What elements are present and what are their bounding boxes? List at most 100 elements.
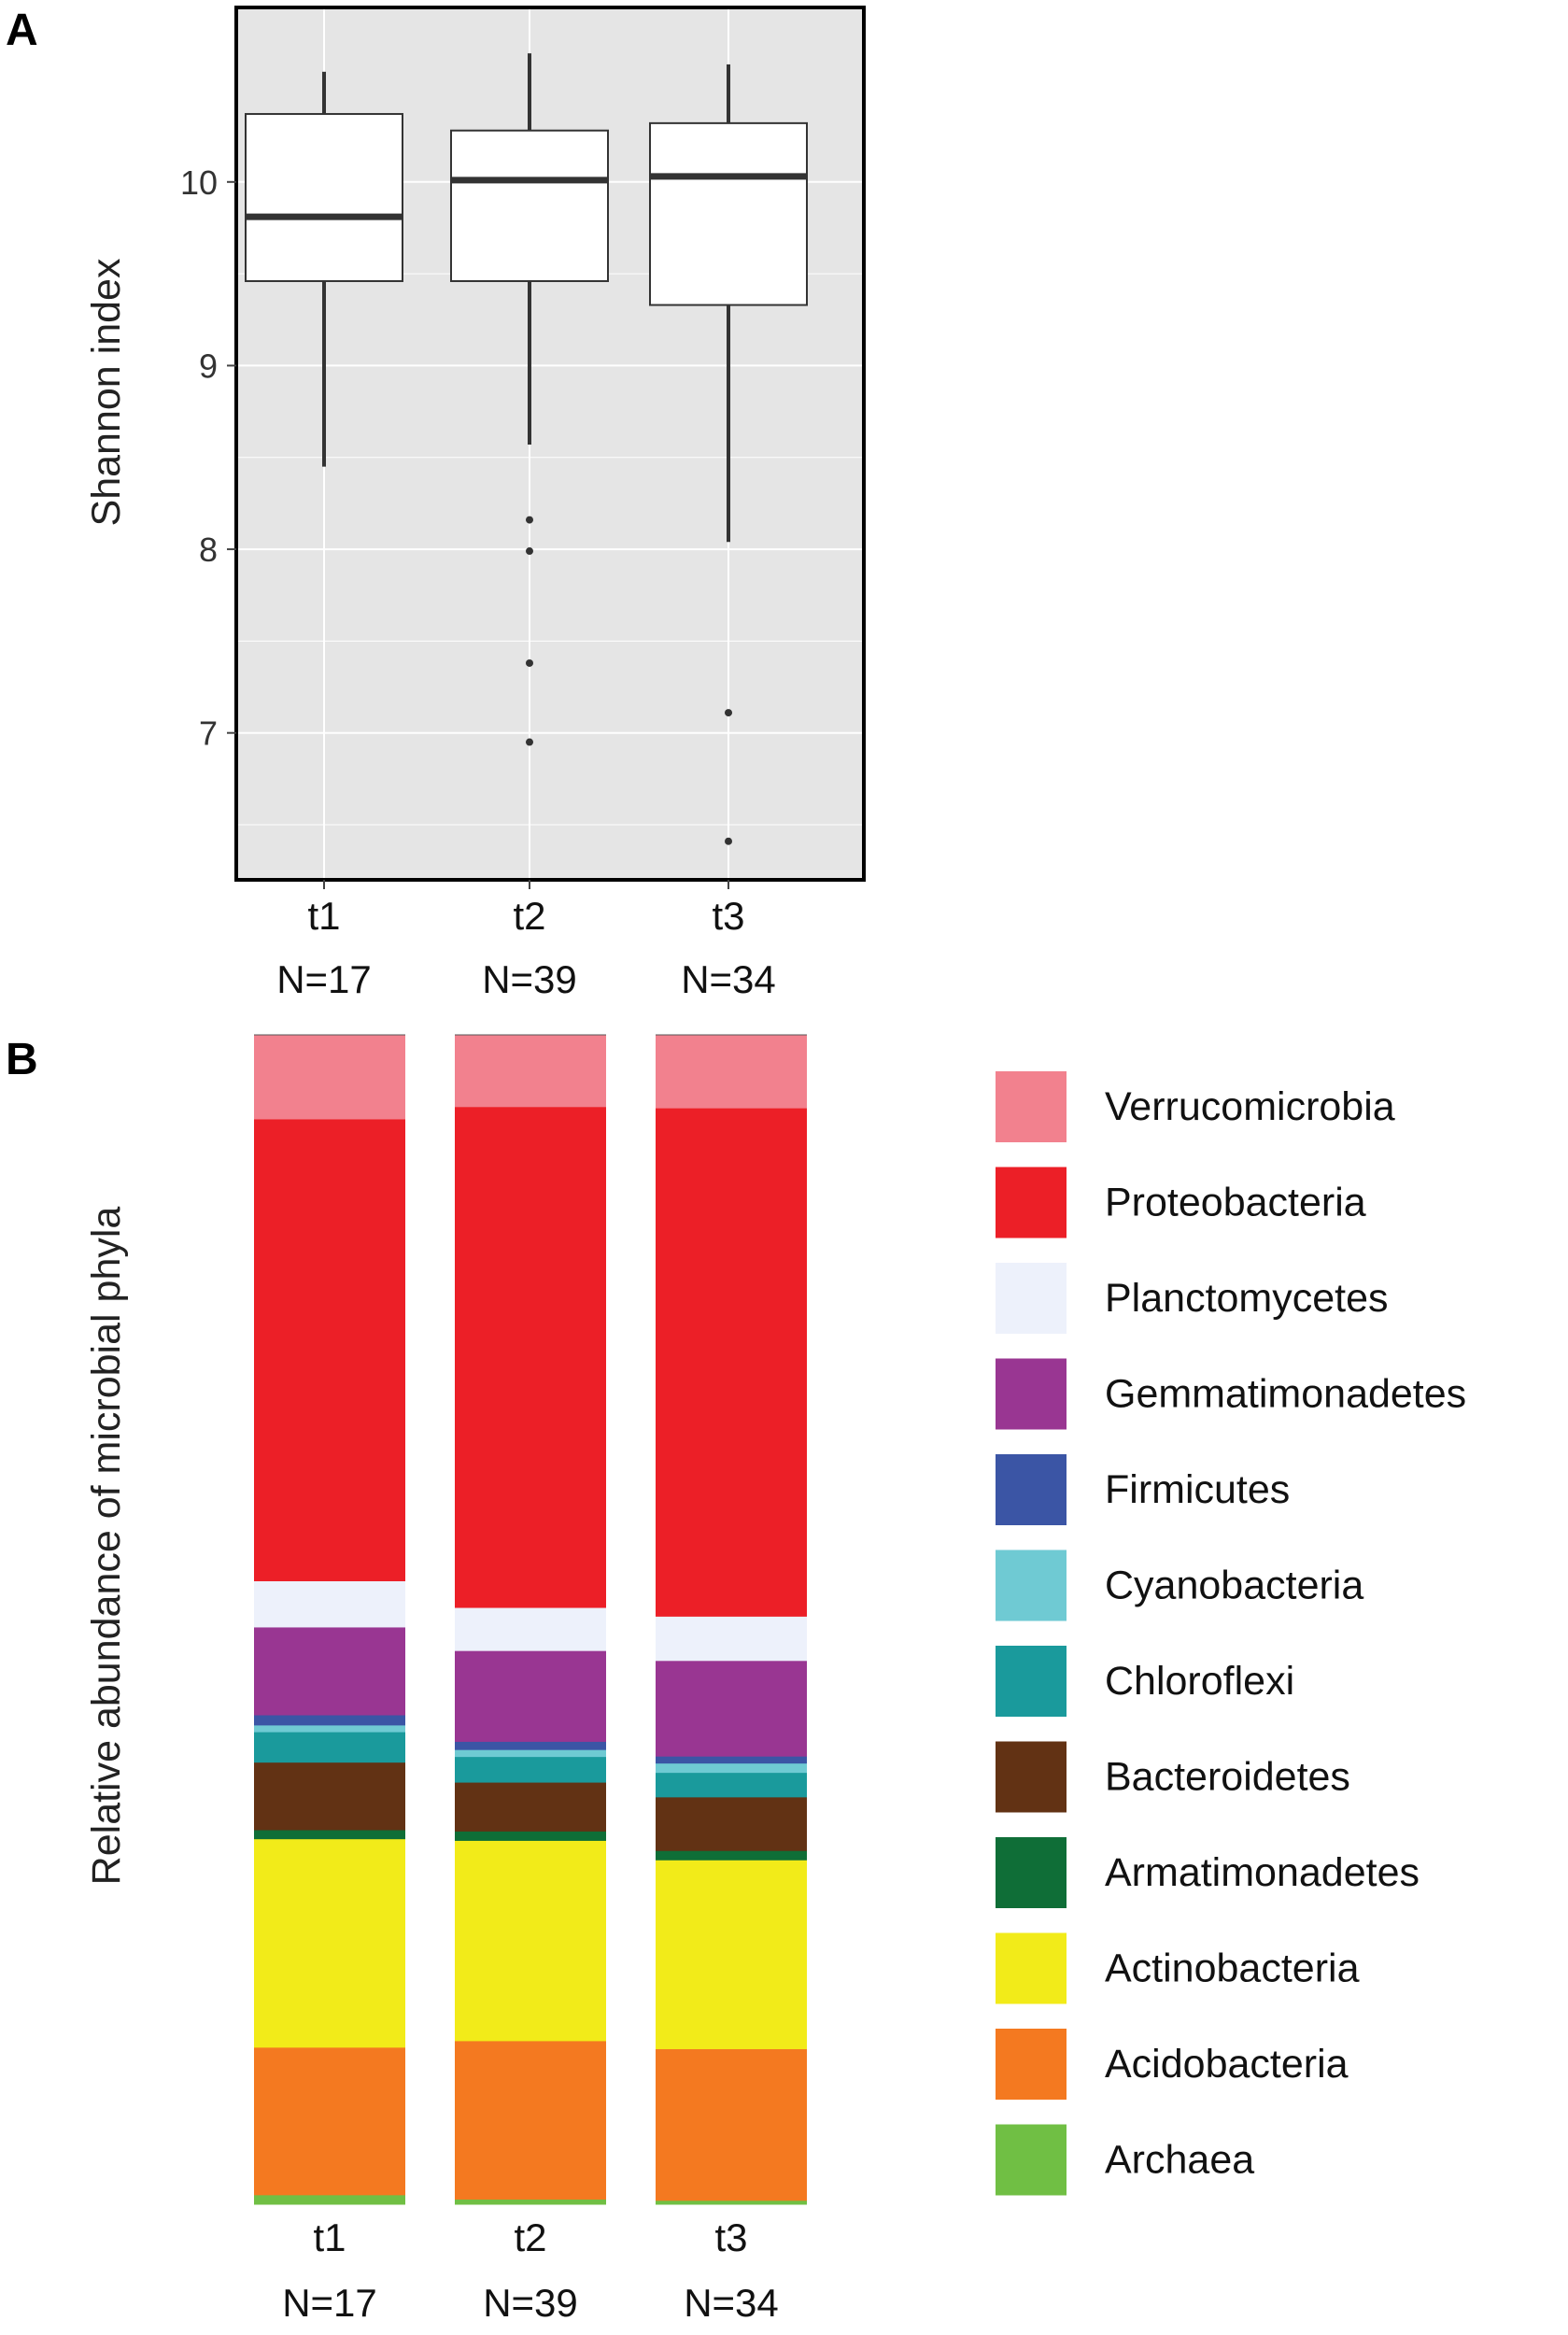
x-tick-label-t1: t1 — [313, 2215, 346, 2259]
x-tick-n-t1: N=17 — [282, 2281, 377, 2325]
y-tick-label: 7 — [199, 715, 218, 753]
bar-segment-planctomycetes — [455, 1607, 606, 1652]
legend-item-firmicutes: Firmicutes — [996, 1454, 1290, 1525]
legend-item-bacteroidetes: Bacteroidetes — [996, 1741, 1350, 1813]
panel-a-frame — [234, 6, 866, 882]
box-t2 — [450, 53, 609, 746]
legend-swatch — [996, 1741, 1067, 1813]
legend-item-verrucomicrobia: Verrucomicrobia — [996, 1071, 1395, 1142]
y-tick-label: 8 — [199, 531, 218, 569]
legend-swatch — [996, 2124, 1067, 2196]
panel-b-legend: Verrucomicrobia Proteobacteria Planctomyce… — [996, 1071, 1466, 2196]
bar-segment-archaea — [254, 2195, 405, 2205]
outlier-point — [526, 547, 533, 556]
legend-label: Firmicutes — [1105, 1467, 1290, 1512]
x-tick-label-t3: t3 — [714, 2215, 747, 2259]
bar-segment-chloroflexi — [656, 1773, 807, 1798]
panel-b-stacked-bars: t1 N=17 t2 N=39 t3 N=34 Relative abundance of… — [84, 1034, 1466, 2325]
box-iqr — [245, 113, 403, 282]
bar-segment-proteobacteria — [656, 1108, 807, 1618]
legend-label: Cyanobacteria — [1105, 1564, 1363, 1608]
legend-label: Actinobacteria — [1105, 1946, 1360, 1991]
box-t1 — [245, 71, 403, 467]
legend-label: Gemmatimonadetes — [1105, 1372, 1466, 1417]
legend-swatch — [996, 1454, 1067, 1525]
bar-segment-firmicutes — [455, 1741, 606, 1751]
bar-segment-firmicutes — [656, 1756, 807, 1764]
bar-segment-verrucomicrobia — [254, 1035, 405, 1120]
legend-item-gemmatimonadetes: Gemmatimonadetes — [996, 1358, 1466, 1430]
bar-segment-firmicutes — [254, 1715, 405, 1726]
bar-segment-gemmatimonadetes — [656, 1661, 807, 1758]
bar-segment-planctomycetes — [656, 1616, 807, 1662]
x-tick-label-t3: t3 — [712, 894, 744, 938]
x-tick-n-t3: N=34 — [681, 957, 776, 1001]
bar-segment-verrucomicrobia — [656, 1035, 807, 1110]
bar-segment-actinobacteria — [656, 1860, 807, 2050]
x-tick-n-t3: N=34 — [684, 2281, 779, 2325]
bar-segment-bacteroidetes — [656, 1797, 807, 1852]
panel-b-label: B — [6, 1035, 38, 1084]
legend-label: Acidobacteria — [1105, 2042, 1349, 2087]
x-tick-label-t2: t2 — [514, 2215, 546, 2259]
box-iqr — [649, 121, 808, 306]
panel-a-label: A — [6, 6, 38, 55]
bar-segment-chloroflexi — [254, 1732, 405, 1763]
bar-segment-actinobacteria — [455, 1840, 606, 2042]
bar-segment-chloroflexi — [455, 1757, 606, 1784]
legend-swatch — [996, 2029, 1067, 2100]
panel-b-y-axis-label: Relative abundance of microbial phyla — [84, 1207, 129, 1886]
bar-segment-acidobacteria — [455, 2041, 606, 2201]
bar-segment-armatimonadetes — [455, 1831, 606, 1842]
box-iqr — [450, 129, 609, 282]
legend-label: Archaea — [1105, 2138, 1254, 2183]
legend-swatch — [996, 1932, 1067, 2004]
outlier-point — [725, 709, 732, 717]
bar-segment-cyanobacteria — [455, 1749, 606, 1758]
legend-label: Planctomycetes — [1105, 1276, 1389, 1321]
legend-item-archaea: Archaea — [996, 2124, 1254, 2196]
bar-segment-armatimonadetes — [656, 1850, 807, 1861]
bar-segment-verrucomicrobia — [455, 1035, 606, 1108]
panel-a-y-axis: 7 8 9 10 — [180, 163, 236, 753]
legend-item-cyanobacteria: Cyanobacteria — [996, 1550, 1363, 1621]
bar-t2 — [455, 1034, 606, 2205]
bar-segment-cyanobacteria — [656, 1763, 807, 1774]
panel-b-bars — [254, 1034, 807, 2205]
bar-t3 — [656, 1034, 807, 2205]
outlier-point — [526, 658, 533, 667]
legend-label: Verrucomicrobia — [1105, 1084, 1395, 1129]
legend-swatch — [996, 1837, 1067, 1908]
bar-segment-proteobacteria — [455, 1107, 606, 1609]
legend-label: Bacteroidetes — [1105, 1755, 1350, 1800]
bar-segment-archaea — [656, 2201, 807, 2205]
x-tick-label-t1: t1 — [307, 894, 340, 938]
legend-label: Chloroflexi — [1105, 1659, 1294, 1704]
x-tick-n-t2: N=39 — [483, 2281, 578, 2325]
legend-swatch — [996, 1071, 1067, 1142]
bar-segment-bacteroidetes — [254, 1762, 405, 1832]
legend-swatch — [996, 1550, 1067, 1621]
legend-item-acidobacteria: Acidobacteria — [996, 2029, 1349, 2100]
legend-item-armatimonadetes: Armatimonadetes — [996, 1837, 1420, 1908]
bar-segment-cyanobacteria — [254, 1725, 405, 1734]
bar-segment-actinobacteria — [254, 1839, 405, 2048]
bar-segment-archaea — [455, 2200, 606, 2205]
bar-segment-proteobacteria — [254, 1119, 405, 1582]
panel-a-boxes — [245, 53, 808, 845]
x-tick-label-t2: t2 — [513, 894, 545, 938]
bar-segment-acidobacteria — [656, 2048, 807, 2201]
bar-segment-gemmatimonadetes — [455, 1650, 606, 1743]
legend-item-actinobacteria: Actinobacteria — [996, 1932, 1360, 2004]
y-tick-label: 10 — [180, 163, 218, 202]
legend-swatch — [996, 1358, 1067, 1430]
legend-label: Armatimonadetes — [1105, 1850, 1420, 1895]
x-tick-n-t1: N=17 — [276, 957, 372, 1001]
bar-segment-planctomycetes — [254, 1580, 405, 1628]
outlier-point — [725, 837, 732, 845]
y-tick-label: 9 — [199, 347, 218, 385]
legend-swatch — [996, 1263, 1067, 1334]
outlier-point — [526, 516, 533, 524]
legend-label: Proteobacteria — [1105, 1181, 1366, 1225]
